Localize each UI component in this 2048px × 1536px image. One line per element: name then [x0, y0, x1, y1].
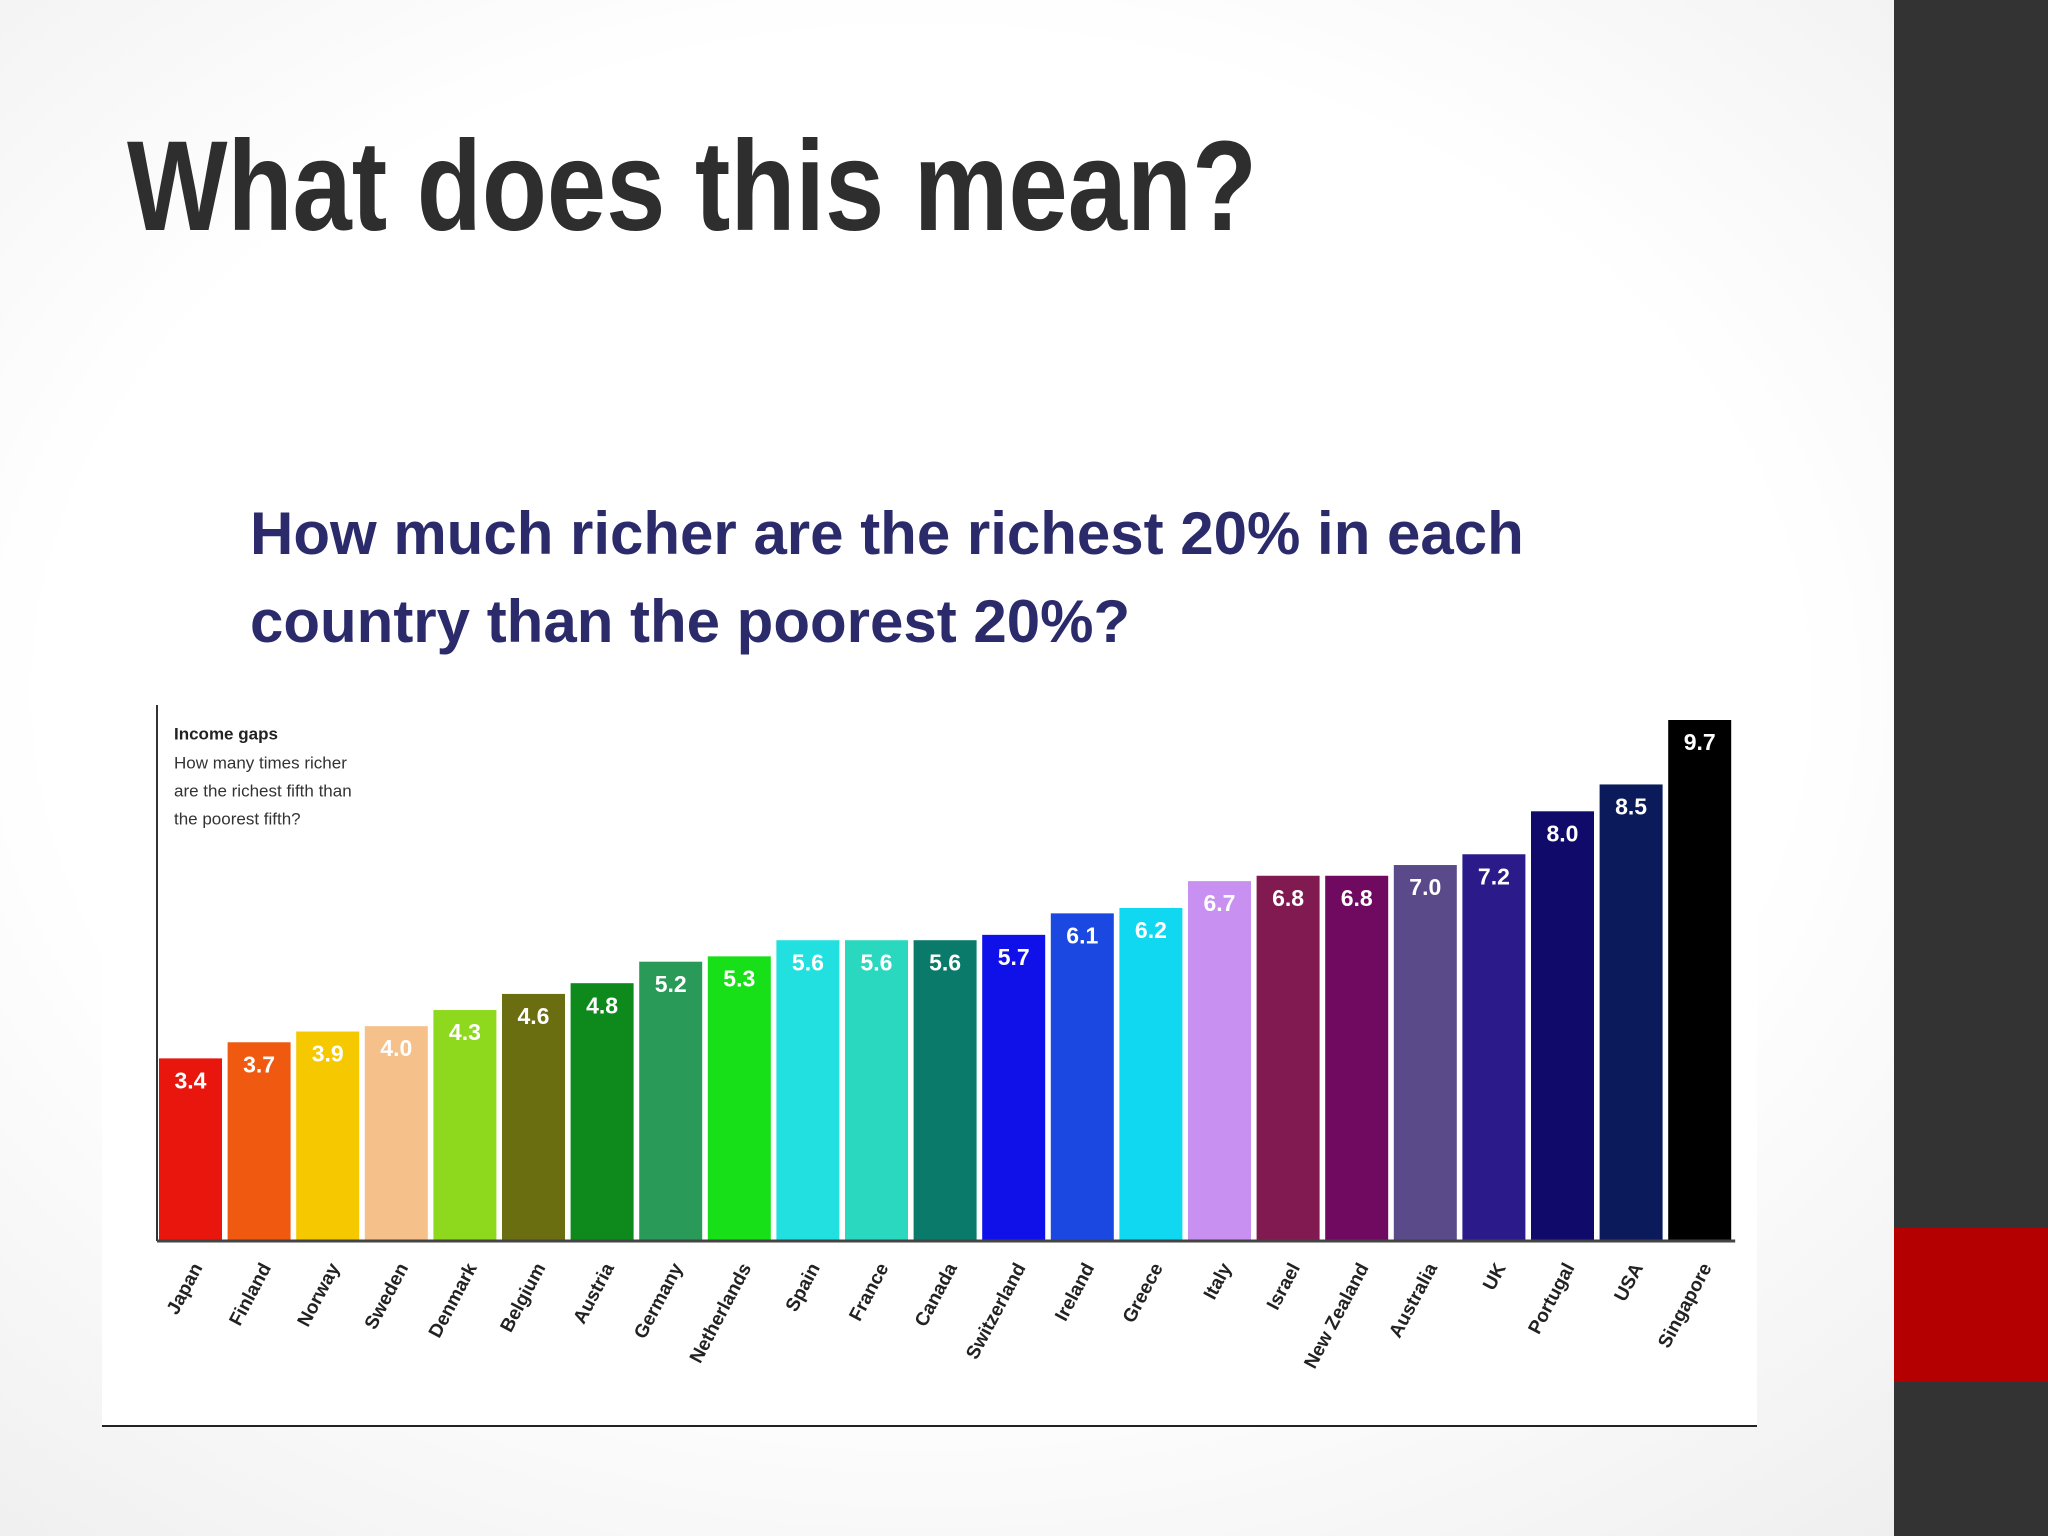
value-label: 3.9	[312, 1041, 344, 1067]
value-label: 4.6	[518, 1003, 550, 1029]
bar	[1188, 881, 1251, 1241]
annotation-line: How many times richer	[174, 753, 347, 772]
bar	[1050, 913, 1114, 1241]
bar	[227, 1042, 291, 1241]
bar	[502, 993, 565, 1241]
bar	[364, 1026, 428, 1241]
bar	[570, 983, 634, 1241]
bar	[159, 1058, 222, 1241]
bar	[1119, 907, 1183, 1241]
bar	[1531, 811, 1594, 1241]
value-label: 4.0	[380, 1035, 412, 1061]
value-label: 8.0	[1547, 820, 1579, 846]
value-label: 6.2	[1135, 917, 1167, 943]
bar	[1668, 720, 1732, 1241]
value-label: 4.3	[449, 1019, 481, 1045]
value-label: 9.7	[1684, 729, 1716, 755]
bar	[913, 940, 977, 1241]
bar	[1462, 854, 1526, 1241]
annotation-line: the poorest fifth?	[174, 809, 301, 828]
annotation-line: are the richest fifth than	[174, 781, 352, 800]
bar	[1325, 875, 1389, 1241]
value-label: 3.4	[175, 1067, 207, 1093]
accent-block	[1894, 1228, 2048, 1382]
value-label: 6.8	[1341, 885, 1373, 911]
bar	[776, 940, 840, 1241]
value-label: 5.6	[929, 949, 961, 975]
value-label: 7.0	[1409, 874, 1441, 900]
value-label: 6.8	[1272, 885, 1304, 911]
value-label: 4.8	[586, 992, 618, 1018]
value-label: 7.2	[1478, 863, 1510, 889]
bar	[1256, 875, 1320, 1241]
value-label: 5.6	[792, 949, 824, 975]
annotation-title: Income gaps	[174, 724, 278, 743]
bar	[296, 1031, 360, 1241]
value-label: 5.7	[998, 944, 1030, 970]
value-label: 5.3	[723, 965, 755, 991]
bar	[1393, 865, 1457, 1241]
value-label: 8.5	[1615, 794, 1647, 820]
bar	[845, 940, 908, 1241]
value-label: 5.2	[655, 971, 687, 997]
slide-title: What does this mean?	[127, 115, 1257, 258]
value-label: 6.1	[1066, 922, 1098, 948]
bar	[982, 934, 1046, 1241]
value-label: 3.7	[243, 1051, 275, 1077]
bar	[433, 1010, 497, 1241]
bar	[639, 961, 703, 1241]
bar	[707, 956, 771, 1241]
chart-title: How much richer are the richest 20% in e…	[250, 500, 1524, 655]
bar	[1599, 784, 1663, 1241]
value-label: 6.7	[1204, 890, 1236, 916]
value-label: 5.6	[861, 949, 893, 975]
